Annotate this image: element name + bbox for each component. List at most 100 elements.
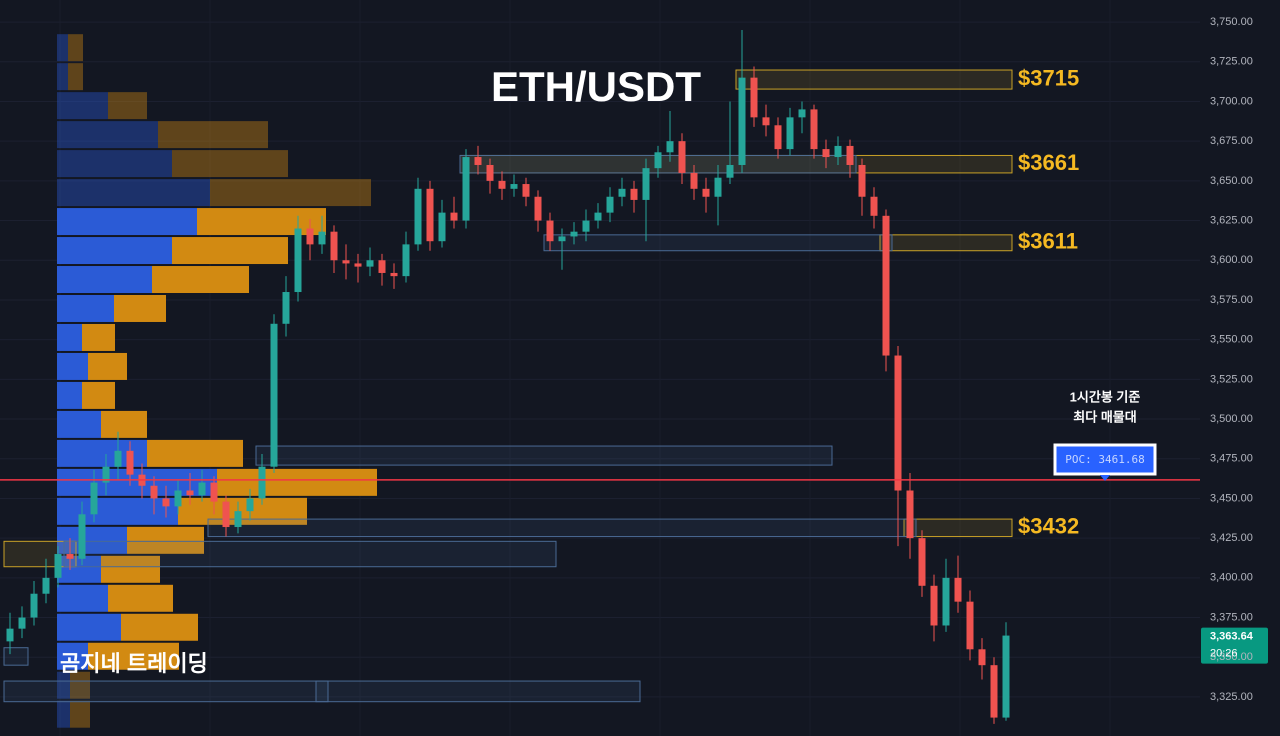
profile-sell-bar xyxy=(127,526,204,554)
candle-body xyxy=(558,236,566,242)
zone xyxy=(207,518,917,538)
candle-body xyxy=(846,145,854,165)
profile-sell-bar xyxy=(114,295,166,322)
profile-sell-bar xyxy=(121,613,198,641)
profile-sell-bar xyxy=(210,179,371,207)
candle-body xyxy=(726,164,734,178)
y-tick-label: 3,525.00 xyxy=(1210,373,1253,385)
zone xyxy=(63,540,557,568)
countdown-label: 20:26 xyxy=(1210,647,1238,659)
candle-body xyxy=(738,77,746,165)
candle-body xyxy=(282,292,290,324)
candle-body xyxy=(66,554,74,559)
candle-body xyxy=(630,188,638,200)
y-tick-label: 3,375.00 xyxy=(1210,611,1253,623)
candle-body xyxy=(366,260,374,267)
candle-body xyxy=(990,665,998,718)
candle-body xyxy=(834,145,842,158)
candle-body xyxy=(42,577,50,594)
profile-buy-bar xyxy=(57,642,88,670)
y-tick-label: 3,700.00 xyxy=(1210,95,1253,107)
profile-buy-bar xyxy=(57,266,152,294)
chart-title: ETH/USDT xyxy=(491,63,701,110)
candle-body xyxy=(270,323,278,467)
zone-label: $3432 xyxy=(1018,514,1079,539)
candle-body xyxy=(246,498,254,512)
candle-body xyxy=(438,212,446,242)
overlay: POC: 3461.68 xyxy=(0,443,1268,664)
y-tick-label: 3,400.00 xyxy=(1210,572,1253,584)
zone-label: $3661 xyxy=(1018,150,1079,175)
profile-buy-bar xyxy=(57,497,178,525)
zone xyxy=(3,647,29,666)
profile-buy-bar xyxy=(57,208,197,236)
profile-sell-bar xyxy=(70,671,90,699)
candle-body xyxy=(318,231,326,245)
candle-body xyxy=(510,184,518,189)
zone xyxy=(735,69,1013,90)
candle-body xyxy=(762,117,770,126)
profile-buy-bar xyxy=(57,352,88,380)
profile-buy-bar xyxy=(57,179,210,207)
zone xyxy=(879,234,1013,252)
candle-body xyxy=(210,482,218,502)
candle-body xyxy=(606,196,614,213)
candle-body xyxy=(174,490,182,507)
candle-body xyxy=(414,188,422,245)
y-tick-label: 3,650.00 xyxy=(1210,175,1253,187)
profile-sell-bar xyxy=(82,323,115,351)
candles xyxy=(6,30,1010,724)
candle-body xyxy=(306,228,314,245)
y-tick-label: 3,600.00 xyxy=(1210,254,1253,266)
profile-buy-bar xyxy=(57,63,68,91)
candle-body xyxy=(186,490,194,496)
candle-body xyxy=(354,263,362,267)
candle-body xyxy=(882,215,890,356)
profile-sell-bar xyxy=(88,642,179,670)
y-tick-label: 3,625.00 xyxy=(1210,214,1253,226)
candle-body xyxy=(390,272,398,277)
candle-body xyxy=(954,577,962,602)
y-tick-label: 3,750.00 xyxy=(1210,16,1253,28)
y-tick-label: 3,575.00 xyxy=(1210,294,1253,306)
candle-body xyxy=(54,554,62,578)
candle-body xyxy=(330,231,338,261)
candle-body xyxy=(126,450,134,475)
profile-sell-bar xyxy=(172,150,288,178)
profile-buy-bar xyxy=(57,381,82,409)
candle-body xyxy=(162,498,170,507)
poc-label: POC: 3461.68 xyxy=(1065,453,1144,466)
profile-sell-bar xyxy=(108,584,173,612)
candle-body xyxy=(498,180,506,189)
candle-body xyxy=(666,141,674,153)
candle-body xyxy=(426,188,434,242)
zone xyxy=(315,680,641,703)
zone xyxy=(903,518,1013,538)
profile-sell-bar xyxy=(152,266,249,294)
zone xyxy=(3,680,329,703)
profile-sell-bar xyxy=(178,497,307,525)
candle-body xyxy=(30,593,38,618)
candle-body xyxy=(690,172,698,189)
candle-body xyxy=(858,164,866,197)
candle-body xyxy=(534,196,542,221)
candle-body xyxy=(6,628,14,642)
annotation: 1시간봉 기준 xyxy=(1070,389,1141,404)
candle-body xyxy=(774,125,782,150)
profile-buy-bar xyxy=(57,323,82,351)
candle-body xyxy=(234,511,242,528)
profile-buy-bar xyxy=(57,121,158,149)
candle-body xyxy=(546,220,554,242)
zone xyxy=(543,234,893,252)
candle-body xyxy=(594,212,602,221)
zone xyxy=(255,445,833,466)
candle-body xyxy=(966,601,974,650)
candle-body xyxy=(114,450,122,467)
y-tick-label: 3,350.00 xyxy=(1210,651,1253,663)
profile-sell-bar xyxy=(158,121,268,149)
profile-buy-bar xyxy=(57,237,172,265)
candle-body xyxy=(618,188,626,197)
poc-pointer xyxy=(1100,475,1110,481)
watermark: 곰지네 트레이딩 xyxy=(60,651,208,676)
candle-body xyxy=(678,141,686,173)
